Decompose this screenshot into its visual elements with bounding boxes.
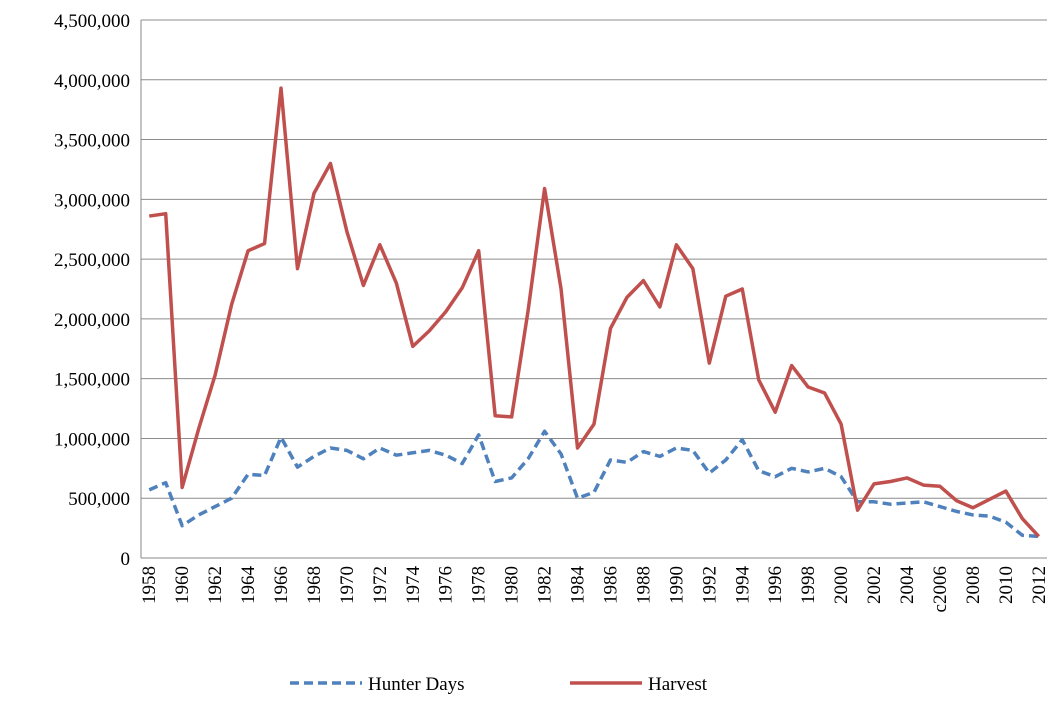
x-tick-label: 1994 [732,566,753,605]
y-tick-label: 2,500,000 [54,250,130,271]
x-tick-label: 1972 [370,566,391,604]
x-tick-label: 1968 [304,566,325,604]
y-tick-label: 3,000,000 [54,190,130,211]
legend-label: Harvest [648,674,708,695]
x-tick-label: 1992 [699,566,720,604]
x-tick-label: 1990 [666,566,687,604]
y-tick-label: 2,000,000 [54,310,130,331]
x-tick-label: 1962 [205,566,226,604]
x-tick-label: 1958 [139,566,160,604]
x-tick-label: 2008 [963,566,984,604]
x-tick-label: 1970 [337,566,358,604]
y-tick-label: 4,000,000 [54,71,130,92]
x-tick-label: 2004 [897,566,918,605]
y-tick-label: 3,500,000 [54,131,130,152]
legend-label: Hunter Days [368,674,465,695]
y-tick-label: 500,000 [68,489,130,510]
x-tick-label: 1980 [502,566,523,604]
y-tick-label: 1,000,000 [54,429,130,450]
x-tick-label: 1966 [271,566,292,604]
x-tick-label: 2000 [831,566,852,604]
x-tick-label: 1964 [238,566,259,605]
y-tick-label: 1,500,000 [54,370,130,391]
x-tick-label: 1982 [535,566,556,604]
x-tick-label: 1998 [798,566,819,604]
x-tick-label: 2012 [1029,566,1049,604]
x-tick-label: c2006 [930,566,951,612]
x-tick-label: 1986 [600,566,621,604]
y-tick-label: 4,500,000 [54,11,130,32]
x-tick-label: 1976 [436,566,457,604]
y-tick-label: 0 [121,549,131,570]
x-tick-label: 1960 [172,566,193,604]
series-line [148,429,1039,539]
x-tick-label: 1978 [469,566,490,604]
series-line [148,86,1041,538]
x-tick-label: 1974 [403,566,424,605]
x-tick-label: 2002 [864,566,885,604]
x-tick-label: 1996 [765,566,786,604]
x-tick-label: 1984 [568,566,589,605]
x-tick-label: 1988 [633,566,654,604]
x-tick-label: 2010 [996,566,1017,604]
